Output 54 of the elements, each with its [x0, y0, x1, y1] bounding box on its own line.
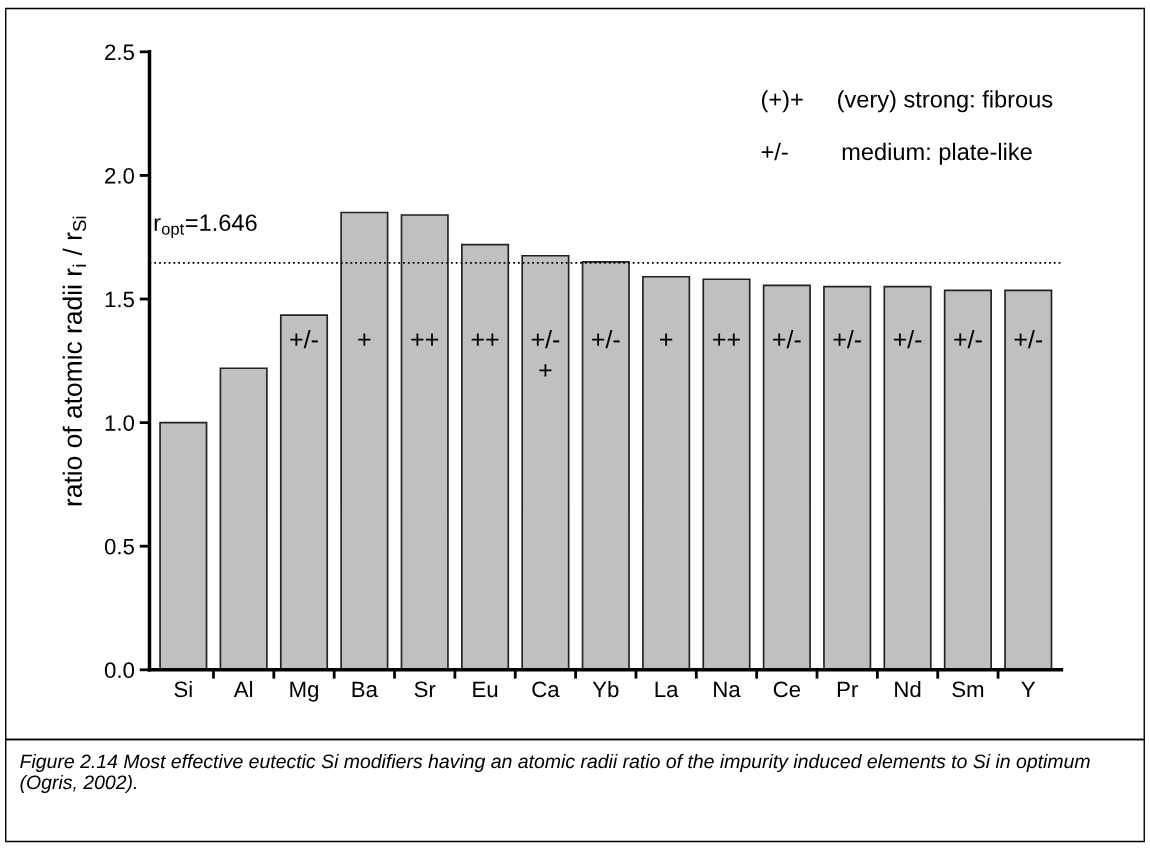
- x-tick-label: Pr: [837, 681, 858, 698]
- caption: Figure 2.14 Most effective eutectic Si modifiers having an atomic radii ratio of the impurity induced elements to Si in optimum (Ogris, 2002).: [20, 753, 1090, 794]
- data-label: ++: [471, 333, 499, 346]
- x-tick-label: Mg: [290, 681, 319, 702]
- x-tick-label: La: [655, 681, 679, 698]
- data-label: ++: [713, 333, 740, 346]
- x-tick-label: Si: [174, 680, 192, 698]
- data-label: +/-: [893, 329, 922, 349]
- data-label: +/-: [954, 329, 982, 349]
- data-label: +/-: [1014, 329, 1043, 349]
- x-tick-label: Na: [714, 681, 741, 698]
- x-tick-label: Ca: [532, 681, 560, 698]
- data-label: +/-: [290, 329, 318, 349]
- bar: [762, 284, 811, 670]
- bar: [521, 254, 570, 670]
- data-label: +: [660, 333, 673, 346]
- y-tick-label: 0.5: [104, 538, 134, 555]
- x-tick-label: Al: [233, 680, 253, 698]
- bar: [400, 214, 449, 670]
- bar: [883, 285, 932, 670]
- y-tick-label: 1.0: [105, 415, 135, 431]
- x-tick-label: Ba: [352, 681, 378, 698]
- bar: [159, 421, 208, 670]
- x-tick-label: Nd: [895, 680, 921, 698]
- x-tick-label: Ce: [773, 681, 801, 698]
- bar: [823, 285, 872, 670]
- bar: [219, 367, 268, 670]
- data-label: +: [358, 333, 371, 346]
- bar: [460, 243, 510, 670]
- x-tick-label: Sm: [952, 681, 984, 698]
- ref-line-label: r$_{opt}$=1.646: [154, 214, 257, 239]
- x-tick-label: Sr: [414, 681, 436, 698]
- bar: [340, 211, 389, 670]
- bar: [279, 314, 329, 670]
- y-axis-title: ratio of atomic radii r$_{i}$ / r$_{Si}$: [62, 216, 87, 506]
- x-tick-label: Y: [1021, 681, 1036, 698]
- y-tick-label: 0.0: [104, 662, 135, 679]
- annotation: (+)+ (very) strong: fibrous: [761, 90, 1053, 113]
- data-label: ++: [411, 333, 439, 346]
- bar: [943, 289, 992, 670]
- x-tick-label: Yb: [592, 680, 619, 698]
- y-tick-label: 1.5: [105, 291, 134, 308]
- x-tick-label: Eu: [473, 681, 498, 698]
- bar: [581, 261, 630, 670]
- y-tick-label: 2.5: [105, 44, 134, 61]
- annotation: +/- medium: plate-like: [761, 142, 1032, 165]
- data-label: +/-: [833, 329, 862, 349]
- bar: [1004, 289, 1053, 670]
- bar: [642, 275, 691, 670]
- data-label: +/-: [773, 329, 801, 349]
- y-tick-label: 2.0: [105, 167, 135, 184]
- bar: [702, 278, 751, 670]
- data-label: +/- +: [531, 329, 560, 377]
- data-label: +/-: [592, 329, 620, 349]
